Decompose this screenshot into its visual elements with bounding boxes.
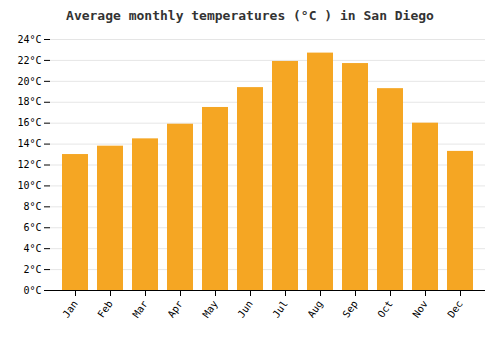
svg-text:18°C: 18°C [17, 96, 41, 107]
svg-text:10°C: 10°C [17, 180, 41, 191]
svg-text:Feb: Feb [95, 298, 114, 319]
svg-text:0°C: 0°C [23, 285, 41, 296]
svg-text:22°C: 22°C [17, 55, 41, 66]
svg-text:24°C: 24°C [17, 34, 41, 45]
svg-text:12°C: 12°C [17, 159, 41, 170]
svg-text:May: May [200, 298, 219, 319]
svg-text:Jul: Jul [270, 298, 289, 319]
svg-text:Sep: Sep [340, 298, 359, 319]
svg-text:2°C: 2°C [23, 264, 41, 275]
svg-text:16°C: 16°C [17, 117, 41, 128]
svg-text:20°C: 20°C [17, 76, 41, 87]
svg-text:Mar: Mar [130, 298, 149, 319]
svg-text:Jun: Jun [235, 298, 254, 319]
html-text:Average monthly temperatures (: Average monthly temperatures (°C ) in Sa… [66, 8, 434, 23]
svg-text:14°C: 14°C [17, 138, 41, 149]
svg-text:Aug: Aug [305, 298, 324, 319]
svg-text:4°C: 4°C [23, 243, 41, 254]
svg-text:Apr: Apr [165, 298, 184, 319]
svg-text:Jan: Jan [60, 298, 79, 319]
svg-text:8°C: 8°C [23, 201, 41, 212]
svg-text:Nov: Nov [410, 298, 429, 319]
svg-text:Oct: Oct [375, 298, 394, 319]
svg-text:6°C: 6°C [23, 222, 41, 233]
svg-text:Dec: Dec [445, 298, 464, 319]
